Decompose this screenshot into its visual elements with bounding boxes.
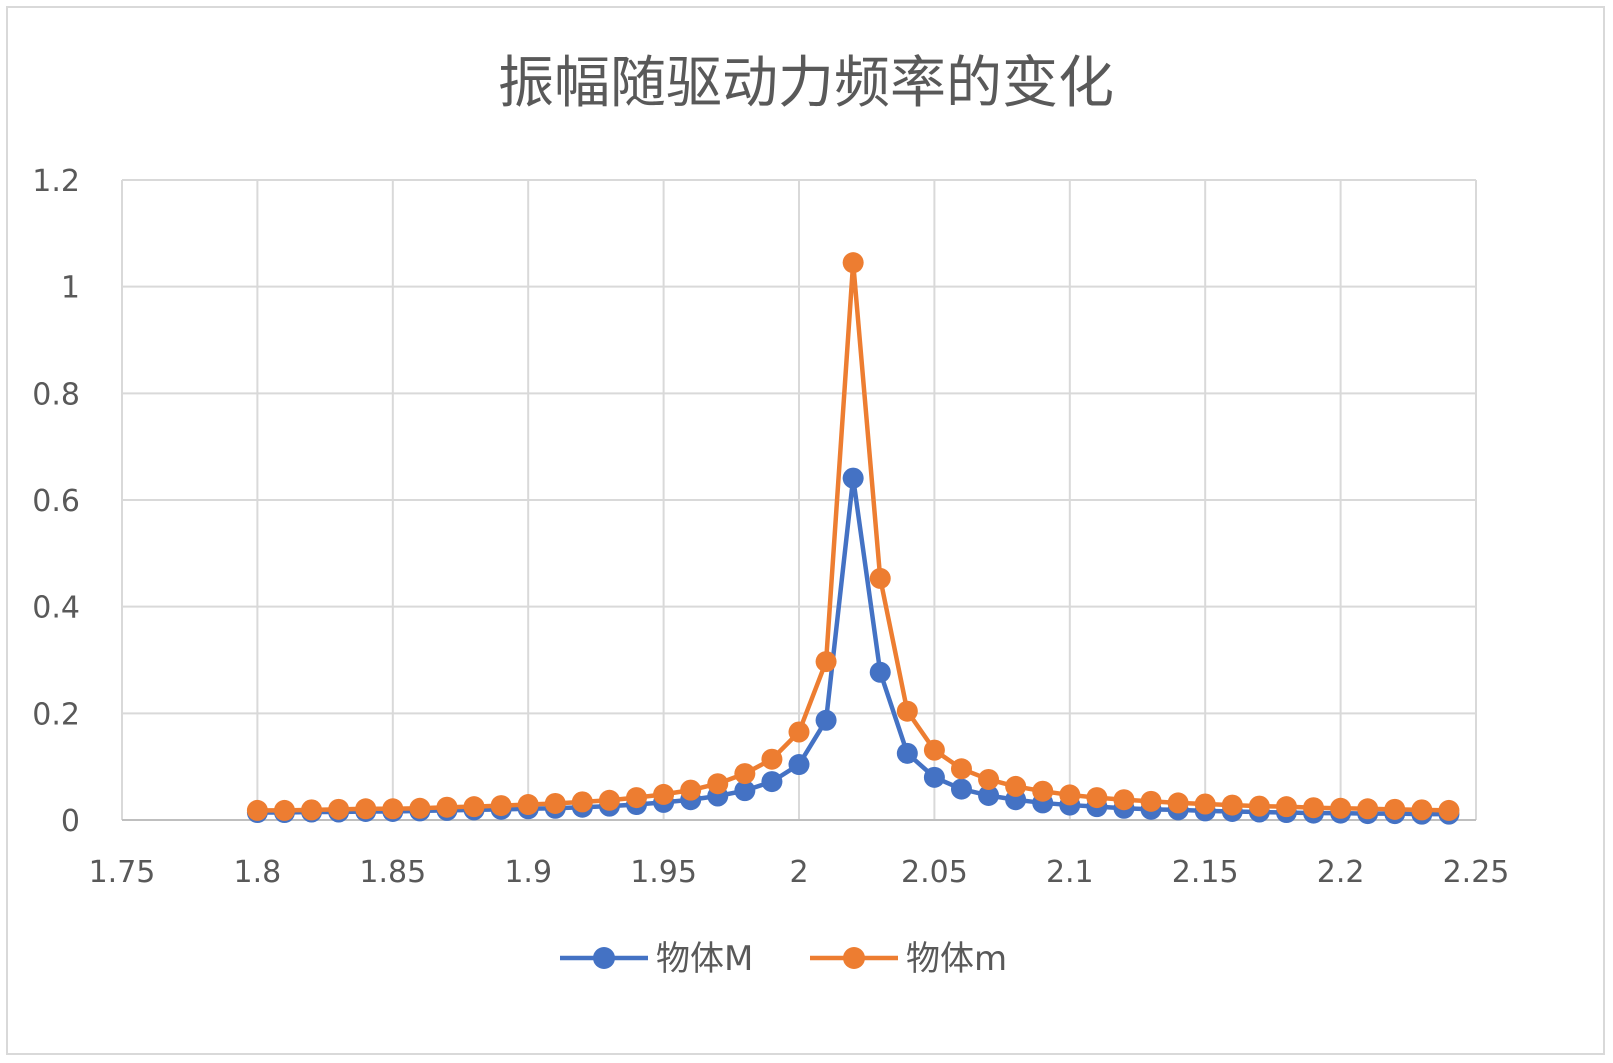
grid [121,179,1477,820]
x-tick-label: 2.25 [1443,855,1510,890]
data-point [761,748,783,770]
x-tick-label: 2.1 [1046,855,1094,890]
x-tick-label: 1.75 [89,855,156,890]
x-tick-label: 1.8 [234,855,282,890]
data-point [896,700,918,722]
series-line [257,475,1449,817]
legend-label-1: 物体M [656,939,753,979]
chart-title: 振幅随驱动力频率的变化 [498,51,1114,116]
data-point [788,754,810,776]
data-point [1059,784,1081,806]
data-point [1086,787,1108,809]
data-point [1411,799,1433,821]
data-point [517,794,539,816]
series-layer [246,252,1460,825]
data-point [1032,780,1054,802]
data-point [463,796,485,818]
data-point [544,792,566,814]
y-tick-label: 0.8 [32,377,80,412]
data-point [896,742,918,764]
series-line [257,260,1449,813]
y-tick-label: 0.4 [32,591,80,626]
y-tick-label: 1.2 [32,164,80,199]
series-2 [246,252,1460,821]
y-tick-label: 1 [61,271,80,306]
data-point [1438,799,1460,821]
data-point [1005,775,1027,797]
data-point [842,467,864,489]
y-tick-label: 0.6 [32,484,80,519]
x-tick-label: 2 [789,855,808,890]
axes: 0 0.2 0.4 0.6 0.8 1 1.2 1.75 1.8 1.85 1.9 1.95 2 2.05… [32,164,1509,890]
data-point [869,567,891,589]
y-tick-label: 0.2 [32,697,80,732]
data-point [246,799,268,821]
data-point [328,798,350,820]
data-point [382,798,404,820]
data-point [1303,797,1325,819]
data-point [707,773,729,795]
data-point [301,799,323,821]
data-point [355,798,377,820]
x-tick-label: 2.05 [901,855,968,890]
data-point [869,661,891,683]
data-point [734,780,756,802]
data-point [571,791,593,813]
data-point [1194,793,1216,815]
data-point [815,709,837,731]
data-point [1384,798,1406,820]
data-point [409,797,431,819]
data-point [978,768,1000,790]
x-tick-label: 2.15 [1172,855,1239,890]
data-point [950,758,972,780]
legend-label-2: 物体m [906,939,1007,979]
data-point [598,789,620,811]
data-point [1248,795,1270,817]
legend-marker-2 [843,947,865,969]
data-point [1357,798,1379,820]
data-point [923,739,945,761]
series-1 [246,467,1460,825]
data-point [1140,790,1162,812]
y-tick-label: 0 [61,804,80,839]
data-point [680,779,702,801]
data-point [842,252,864,274]
data-point [626,787,648,809]
data-point [761,771,783,793]
data-point [1113,789,1135,811]
x-tick-label: 1.9 [504,855,552,890]
data-point [1221,794,1243,816]
data-point [788,721,810,743]
data-point [273,799,295,821]
data-point [1275,796,1297,818]
data-point [978,784,1000,806]
data-point [653,783,675,805]
data-point [923,766,945,788]
legend: 物体M 物体m [560,939,1007,979]
data-point [1167,792,1189,814]
legend-marker-1 [593,947,615,969]
data-point [1330,797,1352,819]
x-tick-label: 1.85 [359,855,426,890]
data-point [436,796,458,818]
data-point [490,795,512,817]
x-tick-label: 2.2 [1317,855,1365,890]
data-point [734,763,756,785]
x-tick-label: 1.95 [630,855,697,890]
data-point [950,778,972,800]
data-point [815,651,837,673]
